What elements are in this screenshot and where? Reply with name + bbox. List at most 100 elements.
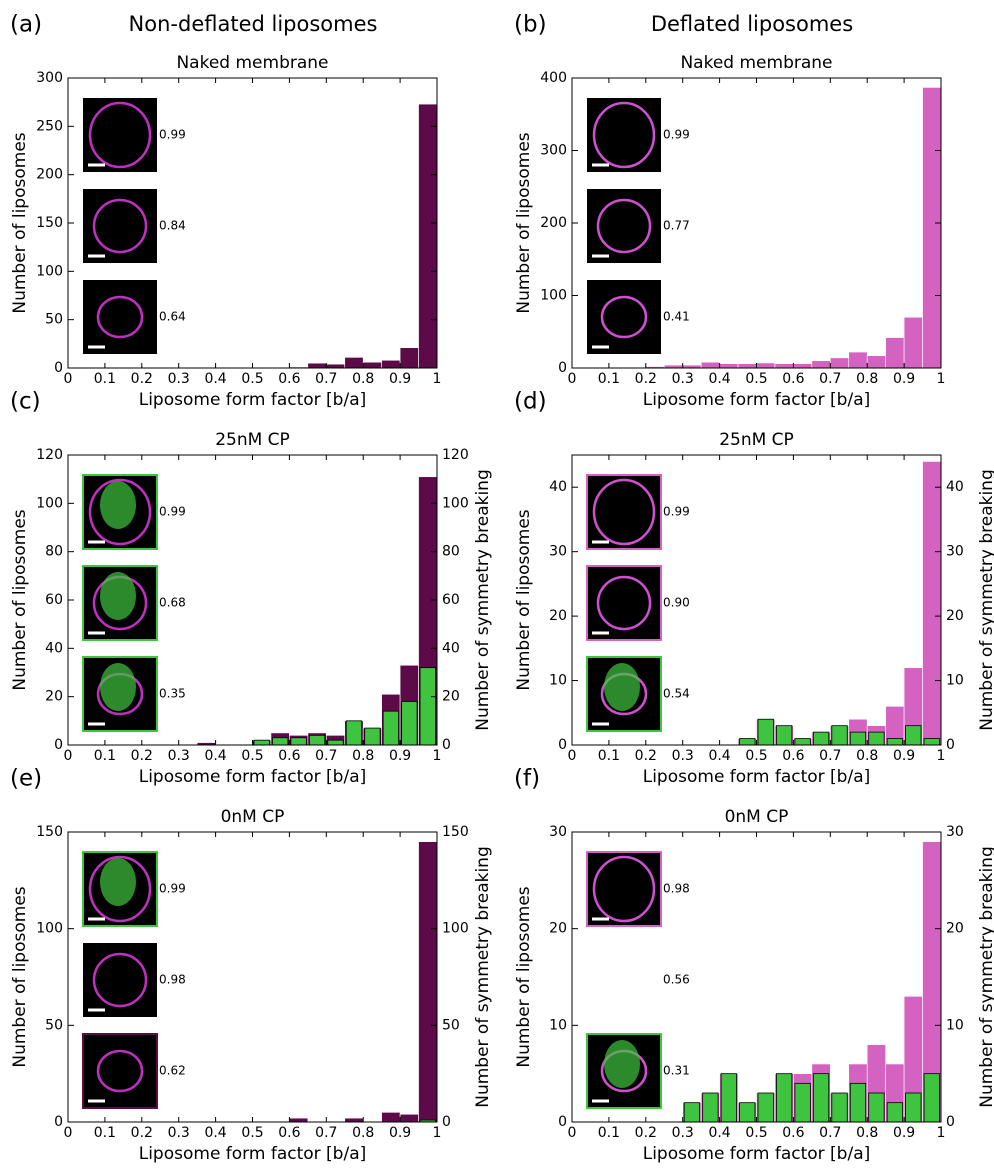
- bar: [794, 738, 811, 746]
- inset-vesicle: [596, 198, 652, 254]
- y2-tick-label: 100: [442, 495, 469, 511]
- chart-title: 25nM CP: [719, 430, 794, 450]
- bar: [700, 361, 720, 369]
- x-tick-label: 0.5: [241, 371, 263, 387]
- y-tick-label: 20: [45, 689, 63, 705]
- x-tick-label: 0.1: [598, 371, 620, 387]
- x-tick-label: 0.2: [635, 371, 657, 387]
- inset-image: [82, 1033, 158, 1109]
- y-tick-label: 0: [558, 1114, 567, 1130]
- y-tick-label: 120: [36, 447, 63, 463]
- y-tick-label: 150: [36, 824, 63, 840]
- panel-label: (e): [10, 766, 42, 792]
- y-tick-label: 100: [36, 263, 63, 279]
- panel-label: (c): [10, 389, 41, 415]
- bar: [719, 363, 739, 369]
- x-tick-label: 0: [64, 748, 73, 764]
- x-tick-label: 0.6: [278, 1125, 300, 1141]
- bar: [922, 87, 942, 369]
- bar: [923, 738, 940, 746]
- bar: [793, 363, 813, 369]
- x-tick-label: 0.8: [352, 748, 374, 764]
- y-tick-label: 30: [549, 824, 567, 840]
- inset-vesicle: [96, 295, 144, 339]
- x-tick-label: 0.4: [708, 1125, 730, 1141]
- x-tick-label: 1: [433, 371, 442, 387]
- y-axis-label: Number of liposomes: [514, 132, 534, 313]
- y2-tick-label: 150: [442, 824, 469, 840]
- x-tick-label: 0.8: [856, 1125, 878, 1141]
- inset-label: 0.99: [159, 128, 186, 142]
- x-tick-label: 0.3: [672, 1125, 694, 1141]
- x-tick-label: 0.7: [819, 748, 841, 764]
- column-header: Non-deflated liposomes: [129, 12, 378, 36]
- x-tick-label: 0.5: [241, 748, 263, 764]
- x-tick-label: 0.6: [278, 748, 300, 764]
- y2-axis-label: Number of symmetry breaking: [977, 846, 994, 1108]
- bar: [868, 731, 885, 746]
- bar: [812, 1073, 830, 1123]
- bar: [849, 731, 867, 746]
- x-tick-label: 0: [568, 1125, 577, 1141]
- y2-tick-label: 20: [946, 921, 964, 937]
- inset-label: 0.98: [159, 973, 186, 987]
- y-tick-label: 20: [549, 608, 567, 624]
- x-tick-label: 0.9: [389, 1125, 411, 1141]
- inset-image: [83, 943, 157, 1017]
- inset-label: 0.77: [663, 219, 690, 233]
- bar: [307, 362, 327, 369]
- x-tick-label: 0.3: [168, 748, 190, 764]
- y2-tick-label: 0: [946, 737, 955, 753]
- bar: [399, 1113, 419, 1123]
- x-tick-label: 0.3: [168, 1125, 190, 1141]
- inset-label: 0.84: [159, 219, 186, 233]
- x-tick-label: 0.4: [708, 371, 730, 387]
- panel-label: (a): [10, 12, 42, 38]
- x-axis-label: Liposome form factor [b/a]: [643, 1144, 871, 1164]
- inset-vesicle: [88, 478, 152, 546]
- bar: [811, 360, 831, 369]
- x-tick-label: 0.8: [352, 1125, 374, 1141]
- bar: [381, 1112, 401, 1123]
- y-tick-label: 300: [540, 143, 567, 159]
- chart-title: 0nM CP: [221, 807, 285, 827]
- y-tick-label: 0: [558, 360, 567, 376]
- x-tick-label: 0.7: [819, 371, 841, 387]
- x-tick-label: 1: [937, 748, 946, 764]
- inset-image: [587, 280, 661, 354]
- y2-tick-label: 0: [442, 1114, 451, 1130]
- x-tick-label: 0: [568, 371, 577, 387]
- y2-tick-label: 0: [442, 737, 451, 753]
- bar: [399, 347, 419, 369]
- inset-protein: [100, 572, 136, 620]
- bar: [866, 355, 886, 369]
- y-axis-label: Number of liposomes: [10, 509, 30, 690]
- inset-image: [83, 189, 157, 263]
- y2-tick-label: 30: [946, 824, 964, 840]
- x-tick-label: 0.3: [672, 371, 694, 387]
- inset-vesicle: [592, 101, 656, 169]
- inset-image: [586, 565, 662, 641]
- bar: [344, 357, 364, 369]
- x-tick-label: 0.8: [856, 748, 878, 764]
- x-tick-label: 0.5: [745, 748, 767, 764]
- y-tick-label: 40: [45, 640, 63, 656]
- bar: [737, 363, 757, 369]
- x-tick-label: 0.2: [635, 748, 657, 764]
- x-tick-label: 0.4: [204, 748, 226, 764]
- inset-vesicle: [596, 575, 652, 631]
- x-tick-label: 0.1: [94, 1125, 116, 1141]
- bar: [364, 727, 381, 746]
- y-tick-label: 20: [549, 921, 567, 937]
- bar: [344, 1117, 364, 1123]
- x-tick-label: 0.1: [94, 371, 116, 387]
- y-tick-label: 200: [540, 215, 567, 231]
- chart-title: Naked membrane: [176, 53, 328, 73]
- y-tick-label: 0: [54, 1114, 63, 1130]
- bar: [812, 731, 830, 746]
- x-tick-label: 0.6: [782, 1125, 804, 1141]
- bar: [905, 1092, 922, 1123]
- x-tick-label: 0.6: [278, 371, 300, 387]
- inset-label: 0.99: [663, 505, 690, 519]
